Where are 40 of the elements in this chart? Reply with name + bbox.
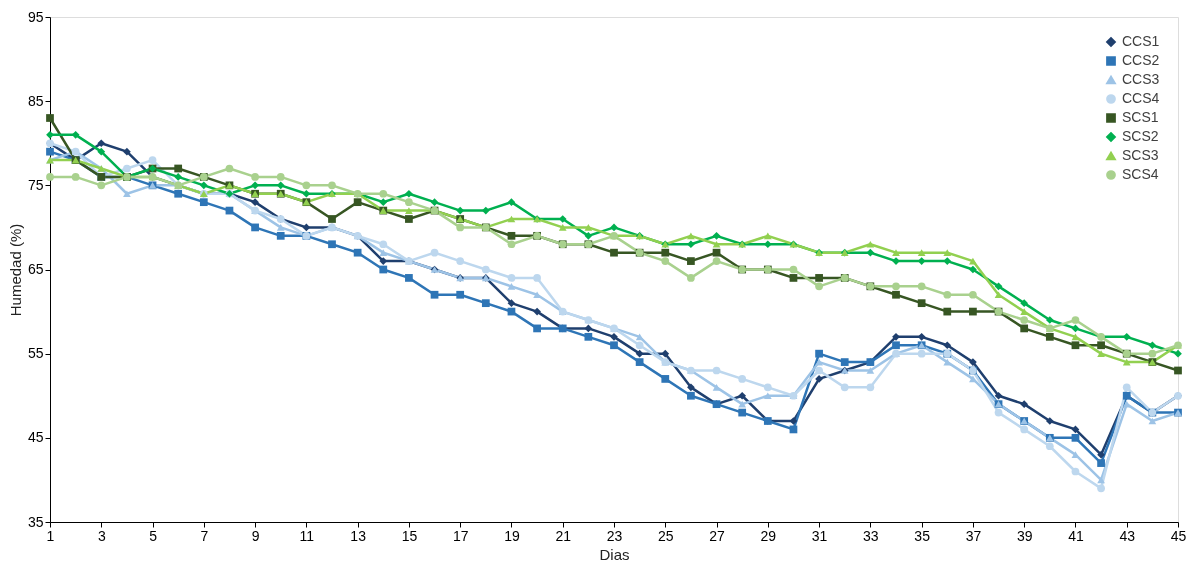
x-tick-label: 13 bbox=[350, 527, 367, 544]
x-tick-label: 31 bbox=[811, 527, 828, 544]
legend-label: CCS3 bbox=[1122, 71, 1160, 87]
x-tick-label: 41 bbox=[1068, 527, 1084, 544]
x-tick-label: 29 bbox=[760, 527, 777, 544]
x-tick-label: 1 bbox=[46, 527, 55, 544]
x-tick-label: 3 bbox=[97, 527, 106, 544]
x-tick-label: 19 bbox=[504, 527, 520, 544]
x-tick-label: 9 bbox=[251, 527, 260, 544]
y-tick-label: 65 bbox=[27, 261, 44, 277]
x-tick-label: 35 bbox=[914, 527, 931, 544]
y-tick-label: 85 bbox=[27, 92, 44, 109]
legend-label: SCS2 bbox=[1122, 128, 1159, 144]
x-tick-label: 43 bbox=[1119, 527, 1136, 544]
y-tick-label: 95 bbox=[27, 8, 44, 25]
x-tick-label: 33 bbox=[863, 527, 879, 544]
x-tick-label: 23 bbox=[606, 527, 623, 544]
legend-label: SCS3 bbox=[1122, 147, 1159, 163]
x-tick-label: 17 bbox=[452, 527, 469, 544]
x-tick-label: 25 bbox=[657, 527, 674, 544]
x-tick-label: 15 bbox=[401, 527, 418, 544]
y-tick-label: 45 bbox=[27, 429, 44, 446]
legend-label: SCS1 bbox=[1122, 109, 1159, 125]
legend-label: CCS2 bbox=[1122, 52, 1160, 68]
legend-label: CCS1 bbox=[1122, 33, 1160, 49]
x-axis-title: Dias bbox=[599, 545, 630, 563]
legend-label: SCS4 bbox=[1122, 166, 1159, 182]
x-tick-label: 11 bbox=[299, 527, 315, 544]
x-tick-label: 39 bbox=[1016, 527, 1033, 544]
y-axis-title: Humedad (%) bbox=[6, 223, 24, 317]
legend-label: CCS4 bbox=[1122, 90, 1160, 106]
x-tick-label: 37 bbox=[965, 527, 982, 544]
x-tick-label: 45 bbox=[1170, 527, 1187, 544]
x-tick-label: 5 bbox=[149, 527, 158, 544]
x-tick-label: 27 bbox=[709, 527, 726, 544]
y-tick-label: 75 bbox=[27, 176, 44, 193]
x-tick-label: 7 bbox=[200, 527, 209, 544]
y-tick-label: 35 bbox=[27, 513, 44, 530]
x-tick-label: 21 bbox=[555, 527, 572, 544]
y-tick-label: 55 bbox=[27, 345, 44, 362]
